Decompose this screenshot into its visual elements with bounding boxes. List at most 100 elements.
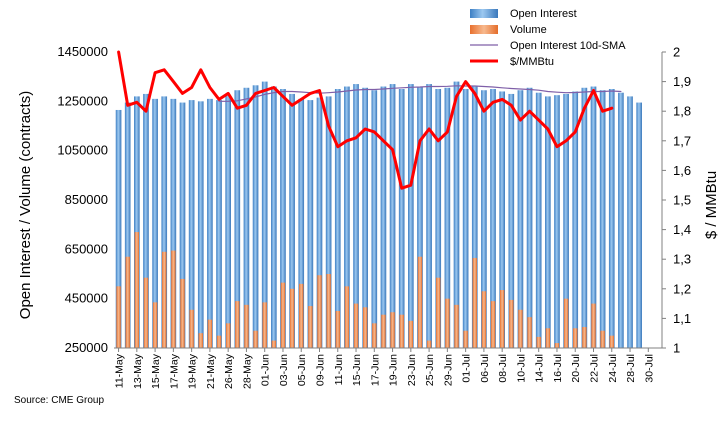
x-tick-label: 13-May (132, 353, 144, 389)
volume-bar (235, 301, 240, 348)
open-interest-sma-line (218, 85, 622, 102)
open-interest-bar (408, 84, 414, 349)
x-tick-label: 05-Jun (296, 354, 308, 386)
volume-bar (490, 301, 496, 348)
y-tick-label-right: 1 (673, 341, 680, 356)
x-tick-label: 20-Jul (570, 354, 582, 383)
x-tick-label: 19-May (187, 353, 199, 389)
open-interest-bar (599, 90, 606, 348)
y-tick-label-right: 1,7 (673, 133, 691, 148)
x-tick-label: 08-Jul (497, 354, 509, 383)
volume-bar (554, 343, 560, 348)
open-interest-bar (462, 89, 469, 348)
open-interest-bar (389, 84, 396, 349)
y-tick-label-right: 1,2 (673, 281, 691, 296)
open-interest-bar (216, 100, 222, 348)
legend-label: Volume (510, 24, 547, 36)
volume-bar (417, 256, 423, 348)
y-axis-title-left: Open Interest / Volume (contracts) (17, 91, 34, 319)
open-interest-bar (627, 96, 633, 349)
volume-bar (582, 327, 587, 348)
x-tick-label: 01-Jun (260, 354, 272, 386)
open-interest-bar (316, 97, 323, 348)
volume-bar (573, 328, 578, 348)
open-interest-bar (261, 81, 268, 348)
volume-bar (189, 309, 194, 348)
y-tick-label-left: 250000 (65, 340, 108, 355)
open-interest-bar (563, 93, 569, 348)
legend-swatch (470, 25, 498, 34)
x-tick-label: 19-Jun (388, 354, 400, 386)
volume-bar (445, 298, 450, 348)
y-tick-label-left: 1050000 (57, 143, 108, 158)
volume-bars (116, 232, 614, 348)
legend-label: $/MMBtu (510, 56, 554, 68)
volume-bar (372, 323, 377, 348)
x-tick-label: 25-Jun (424, 354, 436, 386)
open-interest-bar (152, 98, 158, 348)
volume-bar (308, 306, 313, 348)
volume-bar (326, 274, 331, 348)
x-tick-label: 15-May (150, 353, 162, 389)
y-tick-label-right: 1,5 (673, 193, 691, 208)
open-interest-bar (535, 92, 542, 348)
volume-bar (299, 283, 304, 348)
open-interest-bar (115, 109, 122, 348)
open-interest-bar (554, 95, 560, 349)
legend: Open Interest Volume Open Interest 10d-SMA… (470, 8, 626, 68)
volume-bar (527, 317, 532, 348)
x-tick-label: 10-Jul (515, 354, 527, 383)
open-interest-bar (490, 89, 496, 348)
y-tick-label-right: 1,6 (673, 163, 691, 178)
open-interest-bar (188, 100, 195, 348)
open-interest-bar (280, 89, 286, 348)
volume-bar (180, 278, 185, 348)
open-interest-bar (197, 101, 204, 348)
open-interest-bar (481, 90, 487, 348)
x-tick-label: 30-Jul (643, 354, 655, 383)
open-interest-bar (344, 86, 350, 349)
y-tick-label-left: 850000 (65, 192, 108, 207)
open-interest-bar (545, 96, 551, 349)
volume-bar (381, 314, 386, 348)
open-interest-bar (398, 89, 405, 348)
x-tick-label: 26-May (223, 353, 235, 389)
volume-bar (125, 256, 130, 348)
x-tick-label: 15-Jun (351, 354, 363, 386)
volume-bar (244, 304, 249, 348)
open-interest-bar (298, 98, 305, 348)
volume-bar (518, 309, 523, 348)
volume-bar (134, 232, 140, 348)
volume-bar (509, 299, 514, 348)
open-interest-bar (608, 89, 615, 348)
volume-bar (207, 319, 213, 348)
x-tick-label: 29-Jun (442, 354, 454, 386)
line-series (117, 50, 622, 190)
y-tick-label-right: 1,1 (673, 311, 691, 326)
volume-bar (390, 312, 395, 348)
volume-bar (335, 311, 340, 348)
open-interest-bar (444, 87, 451, 349)
volume-bar (162, 251, 167, 348)
volume-bar (225, 323, 231, 348)
volume-bar (362, 307, 368, 348)
open-interest-bar (471, 86, 478, 349)
open-interest-bar (435, 89, 442, 348)
open-interest-bar (508, 93, 515, 348)
x-tick-label: 11-Jun (333, 354, 345, 385)
open-interest-bar (353, 84, 359, 349)
x-tick-label: 28-May (241, 353, 253, 389)
volume-bar (481, 291, 487, 348)
volume-bar (426, 340, 432, 348)
volume-bar (472, 257, 477, 348)
volume-bar (216, 335, 222, 348)
open-interest-bar (526, 87, 533, 349)
x-tick-label: 28-Jul (625, 354, 637, 383)
x-tick-label: 17-Jun (369, 354, 381, 386)
y-tick-label-left: 1450000 (57, 44, 108, 59)
y-tick-label-left: 650000 (65, 241, 108, 256)
y-tick-label-left: 450000 (65, 291, 108, 306)
x-tick-label: 21-May (205, 353, 217, 389)
open-interest-bar (453, 81, 460, 348)
